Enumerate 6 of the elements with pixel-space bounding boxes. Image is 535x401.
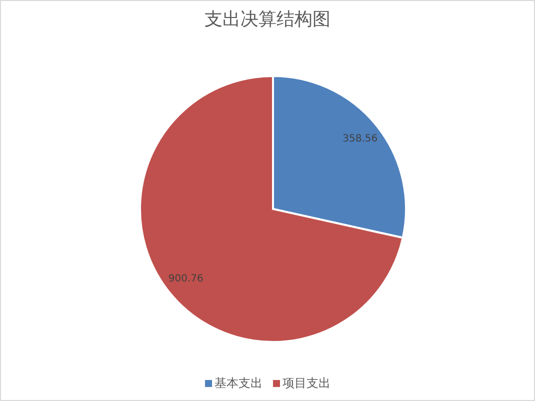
legend-label: 基本支出 (214, 375, 262, 392)
chart-title: 支出决算结构图 (204, 8, 332, 31)
data-label: 900.76 (168, 273, 204, 284)
legend-label: 项目支出 (282, 375, 330, 392)
data-label: 358.56 (342, 134, 378, 145)
pie-slice (139, 75, 404, 343)
